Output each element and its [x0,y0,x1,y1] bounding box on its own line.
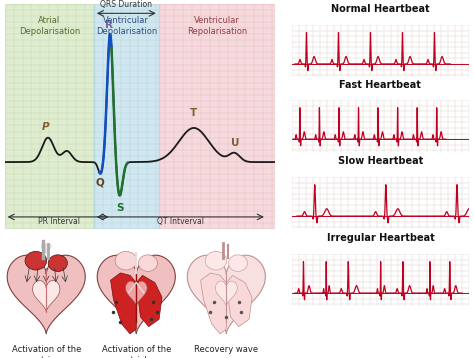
Text: Normal Heartbeat: Normal Heartbeat [331,4,430,14]
Text: T: T [190,108,198,118]
Text: Ventricular
Repolarisation: Ventricular Repolarisation [187,16,247,35]
Text: S: S [117,203,124,213]
Polygon shape [7,255,85,334]
Polygon shape [137,275,162,326]
Text: Recovery wave: Recovery wave [194,345,258,354]
Text: QRS Duration: QRS Duration [100,0,152,9]
Polygon shape [125,281,147,306]
Text: Atrial
Depolarisation: Atrial Depolarisation [18,16,80,35]
Ellipse shape [115,251,137,270]
Ellipse shape [48,255,67,271]
Text: Activation of the
atria: Activation of the atria [11,345,81,358]
Bar [94,4,159,229]
Text: Slow Heartbeat: Slow Heartbeat [338,156,423,166]
Text: QT Intverval: QT Intverval [157,217,204,226]
Ellipse shape [25,251,46,270]
Polygon shape [33,280,60,312]
Bar [159,4,275,229]
Text: Fast Heartbeat: Fast Heartbeat [339,79,421,90]
Text: U: U [231,138,240,148]
Text: Activation of the
ventricles: Activation of the ventricles [101,345,171,358]
Ellipse shape [228,255,247,271]
Ellipse shape [205,251,227,270]
Polygon shape [187,255,265,334]
Polygon shape [215,281,237,306]
Polygon shape [110,273,137,334]
Text: PR Interval: PR Interval [38,217,80,226]
Polygon shape [227,275,252,326]
Polygon shape [201,273,227,334]
Bar [5,4,94,229]
Text: Ventricular
Depolarisation: Ventricular Depolarisation [96,16,157,35]
Text: Q: Q [95,177,104,187]
Polygon shape [97,255,175,334]
Text: Irregular Heartbeat: Irregular Heartbeat [327,233,434,243]
Text: P: P [41,122,49,132]
Text: R: R [105,20,113,30]
Ellipse shape [138,255,157,271]
Polygon shape [42,244,51,253]
